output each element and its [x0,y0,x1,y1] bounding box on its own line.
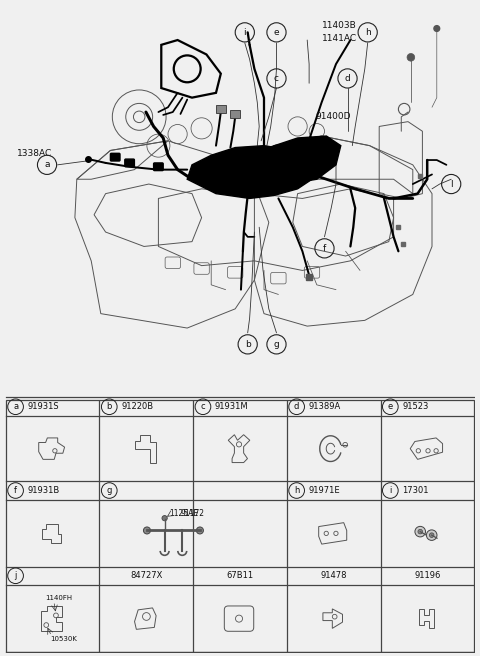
Text: 1338AC: 1338AC [17,149,52,158]
Text: l: l [450,180,453,188]
FancyBboxPatch shape [230,110,240,118]
Circle shape [196,527,204,534]
Text: a: a [13,402,18,411]
Text: 67B11: 67B11 [227,571,253,581]
Text: 17301: 17301 [402,486,429,495]
Text: h: h [365,28,371,37]
Circle shape [415,526,425,537]
Text: e: e [388,402,393,411]
Text: 91478: 91478 [321,571,347,581]
Text: g: g [107,486,112,495]
Text: 91389A: 91389A [309,402,341,411]
Text: b: b [107,402,112,411]
Text: 91172: 91172 [181,509,205,518]
Text: 10530K: 10530K [50,636,77,642]
Polygon shape [264,136,341,184]
Circle shape [434,26,440,31]
Text: d: d [345,74,350,83]
Text: 91931B: 91931B [27,486,60,495]
Text: c: c [201,402,205,411]
Text: 1140FH: 1140FH [45,595,72,602]
Text: 11403B: 11403B [322,21,356,30]
Text: d: d [294,402,300,411]
FancyBboxPatch shape [125,159,134,167]
Text: 91931S: 91931S [27,402,59,411]
Text: 91931M: 91931M [215,402,248,411]
Text: c: c [274,74,279,83]
FancyBboxPatch shape [216,106,226,113]
Text: j: j [14,571,17,581]
Circle shape [418,529,422,534]
Circle shape [407,54,415,61]
Text: f: f [14,486,17,495]
Text: g: g [274,340,279,349]
Text: h: h [294,486,300,495]
FancyBboxPatch shape [154,163,163,171]
Text: i: i [389,486,392,495]
Text: 91971E: 91971E [309,486,340,495]
Circle shape [426,530,437,541]
Text: 1141AC: 1141AC [322,33,357,43]
Circle shape [430,533,434,537]
Text: 1125AE: 1125AE [169,509,198,518]
Text: 91523: 91523 [402,402,429,411]
Text: 91220B: 91220B [121,402,153,411]
Text: a: a [44,160,50,169]
Circle shape [162,516,167,521]
FancyBboxPatch shape [110,154,120,161]
Text: e: e [274,28,279,37]
Text: 84727X: 84727X [130,571,163,581]
Text: 91196: 91196 [414,571,441,581]
Text: f: f [323,244,326,253]
Polygon shape [187,146,312,198]
Text: b: b [245,340,251,349]
Text: i: i [243,28,246,37]
Circle shape [144,527,151,534]
Text: 91400D: 91400D [315,112,350,121]
